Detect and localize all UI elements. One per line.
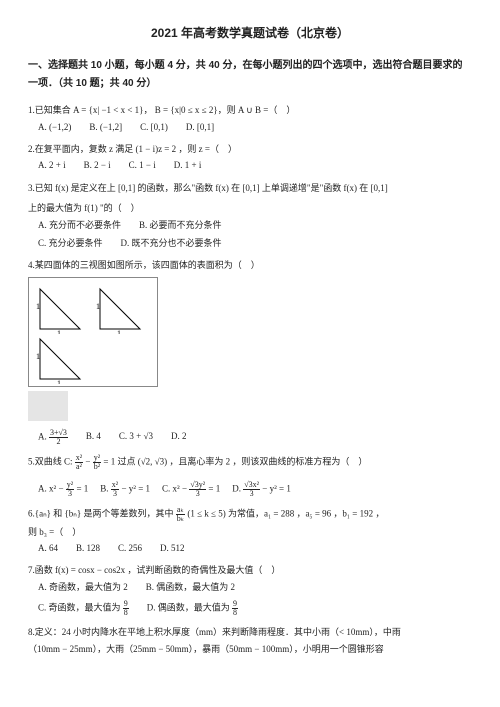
q8-stem-1: 8.定义：24 小时内降水在平地上积水厚度（mm）来判断降雨程度．其中小雨（< … (28, 625, 472, 639)
page-title: 2021 年高考数学真题试卷（北京卷） (28, 24, 472, 43)
three-view-top-row: 1 1 1 1 (35, 284, 153, 334)
q7-options-row1: A. 奇函数，最大值为 2 B. 偶函数，最大值为 2 (38, 580, 472, 594)
q3-options-row1: A. 充分而不必要条件 B. 必要而不充分条件 (38, 218, 472, 232)
q4-opt-a: A. 3+√32 (38, 429, 68, 446)
question-5: 5.双曲线 C: x²a² − y²b² = 1 过点 (√2, √3) ，且离… (28, 454, 472, 498)
q1-opt-a: A. (−1,2) (38, 120, 71, 134)
q1-options: A. (−1,2) B. (−1,2] C. [0,1) D. [0,1] (38, 120, 472, 134)
q6-opt-c: C. 256 (118, 541, 142, 555)
question-2: 2.在复平面内，复数 z 满足 (1 − i)z = 2 ，则 z =（ ） A… (28, 142, 472, 173)
q5-opt-a: A. x² − y²3 = 1 (38, 481, 88, 498)
q7-opt-b: B. 偶函数，最大值为 2 (146, 580, 235, 594)
q7-opt-a: A. 奇函数，最大值为 2 (38, 580, 128, 594)
svg-text:1: 1 (117, 329, 121, 334)
q7-stem: 7.函数 f(x) = cosx − cos2x ，试判断函数的奇偶性及最大值（… (28, 563, 472, 577)
q6-opt-a: A. 64 (38, 541, 58, 555)
q3-opt-b: B. 必要而不充分条件 (139, 218, 222, 232)
q4-opt-b: B. 4 (86, 429, 101, 446)
question-4: 4.某四面体的三视图如图所示，该四面体的表面积为（ ） 1 1 1 1 1 1 … (28, 258, 472, 445)
q8-stem-2: （10mm − 25mm），大雨（25mm − 50mm），暴雨（50mm − … (28, 642, 472, 656)
q2-stem: 2.在复平面内，复数 z 满足 (1 − i)z = 2 ，则 z =（ ） (28, 142, 472, 156)
q5-stem: 5.双曲线 C: x²a² − y²b² = 1 过点 (√2, √3) ，且离… (28, 454, 472, 471)
question-1: 1.已知集合 A = {x| −1 < x < 1}， B = {x|0 ≤ x… (28, 103, 472, 134)
section-heading: 一、选择题共 10 小题，每小题 4 分，共 40 分，在每小题列出的四个选项中… (28, 57, 472, 93)
q6-stem-1: 6.{aₙ} 和 {bₙ} 是两个等差数列，其中 aₖbₖ (1 ≤ k ≤ 5… (28, 506, 472, 523)
svg-text:1: 1 (96, 302, 100, 311)
q3-stem-2: 上的最大值为 f(1) "的（ ） (28, 201, 472, 215)
q7-opt-d: D. 偶函数，最大值为 98 (147, 600, 238, 617)
svg-text:1: 1 (57, 379, 61, 384)
q7-opt-c: C. 奇函数，最大值为 98 (38, 600, 129, 617)
q6-opt-d: D. 512 (160, 541, 185, 555)
q5-opt-c: C. x² − √3y²3 = 1 (162, 481, 220, 498)
question-3: 3.已知 f(x) 是定义在上 [0,1] 的函数，那么"函数 f(x) 在 [… (28, 181, 472, 251)
q3-opt-d: D. 既不充分也不必要条件 (121, 236, 222, 250)
q6-opt-b: B. 128 (76, 541, 100, 555)
q1-opt-d: D. [0,1] (186, 120, 214, 134)
q4-opt-c: C. 3 + √3 (119, 429, 153, 446)
q5-options: A. x² − y²3 = 1 B. x²3 − y² = 1 C. x² − … (38, 481, 472, 498)
q2-opt-a: A. 2 + i (38, 158, 66, 172)
q4-opt-d: D. 2 (171, 429, 187, 446)
svg-text:1: 1 (36, 302, 40, 311)
q7-options-row2: C. 奇函数，最大值为 98 D. 偶函数，最大值为 98 (38, 600, 472, 617)
q5-opt-d: D. √3x²3 − y² = 1 (232, 481, 291, 498)
q2-options: A. 2 + i B. 2 − i C. 1 − i D. 1 + i (38, 158, 472, 172)
question-7: 7.函数 f(x) = cosx − cos2x ，试判断函数的奇偶性及最大值（… (28, 563, 472, 617)
q4-stem: 4.某四面体的三视图如图所示，该四面体的表面积为（ ） (28, 258, 472, 272)
three-view-figure: 1 1 1 1 1 1 (28, 277, 158, 387)
svg-text:1: 1 (57, 329, 61, 334)
q1-opt-c: C. [0,1) (140, 120, 168, 134)
q3-opt-a: A. 充分而不必要条件 (38, 218, 121, 232)
q4-options: A. 3+√32 B. 4 C. 3 + √3 D. 2 (38, 429, 472, 446)
q6-options: A. 64 B. 128 C. 256 D. 512 (38, 541, 472, 555)
svg-text:1: 1 (36, 352, 40, 361)
q2-opt-d: D. 1 + i (174, 158, 202, 172)
q5-opt-b: B. x²3 − y² = 1 (100, 481, 150, 498)
figure-shadow (28, 391, 68, 421)
question-6: 6.{aₙ} 和 {bₙ} 是两个等差数列，其中 aₖbₖ (1 ≤ k ≤ 5… (28, 506, 472, 556)
question-8: 8.定义：24 小时内降水在平地上积水厚度（mm）来判断降雨程度．其中小雨（< … (28, 625, 472, 656)
q3-stem-1: 3.已知 f(x) 是定义在上 [0,1] 的函数，那么"函数 f(x) 在 [… (28, 181, 472, 195)
q3-opt-c: C. 充分必要条件 (38, 236, 103, 250)
q2-opt-c: C. 1 − i (129, 158, 156, 172)
q6-stem-2: 则 b₃ =（ ） (28, 525, 472, 539)
q1-stem: 1.已知集合 A = {x| −1 < x < 1}， B = {x|0 ≤ x… (28, 103, 472, 117)
q3-options-row2: C. 充分必要条件 D. 既不充分也不必要条件 (38, 236, 472, 250)
q2-opt-b: B. 2 − i (84, 158, 111, 172)
q1-opt-b: B. (−1,2] (89, 120, 122, 134)
three-view-bottom: 1 1 (35, 334, 95, 384)
